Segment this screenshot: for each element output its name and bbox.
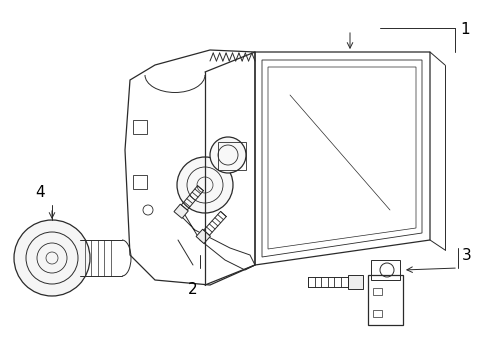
Text: 1: 1 [459,22,468,37]
Bar [372,310,381,317]
Text: 3: 3 [461,248,471,263]
Bar [367,275,402,325]
Circle shape [177,157,232,213]
Bar [218,142,245,170]
Bar [372,288,381,295]
Polygon shape [347,275,362,289]
Text: 4: 4 [35,185,45,200]
Bar [133,175,147,189]
Bar [133,120,147,134]
Polygon shape [174,204,188,219]
Bar [370,260,399,280]
Circle shape [209,137,245,173]
Polygon shape [196,229,210,243]
Text: 2: 2 [188,282,198,297]
Circle shape [14,220,90,296]
